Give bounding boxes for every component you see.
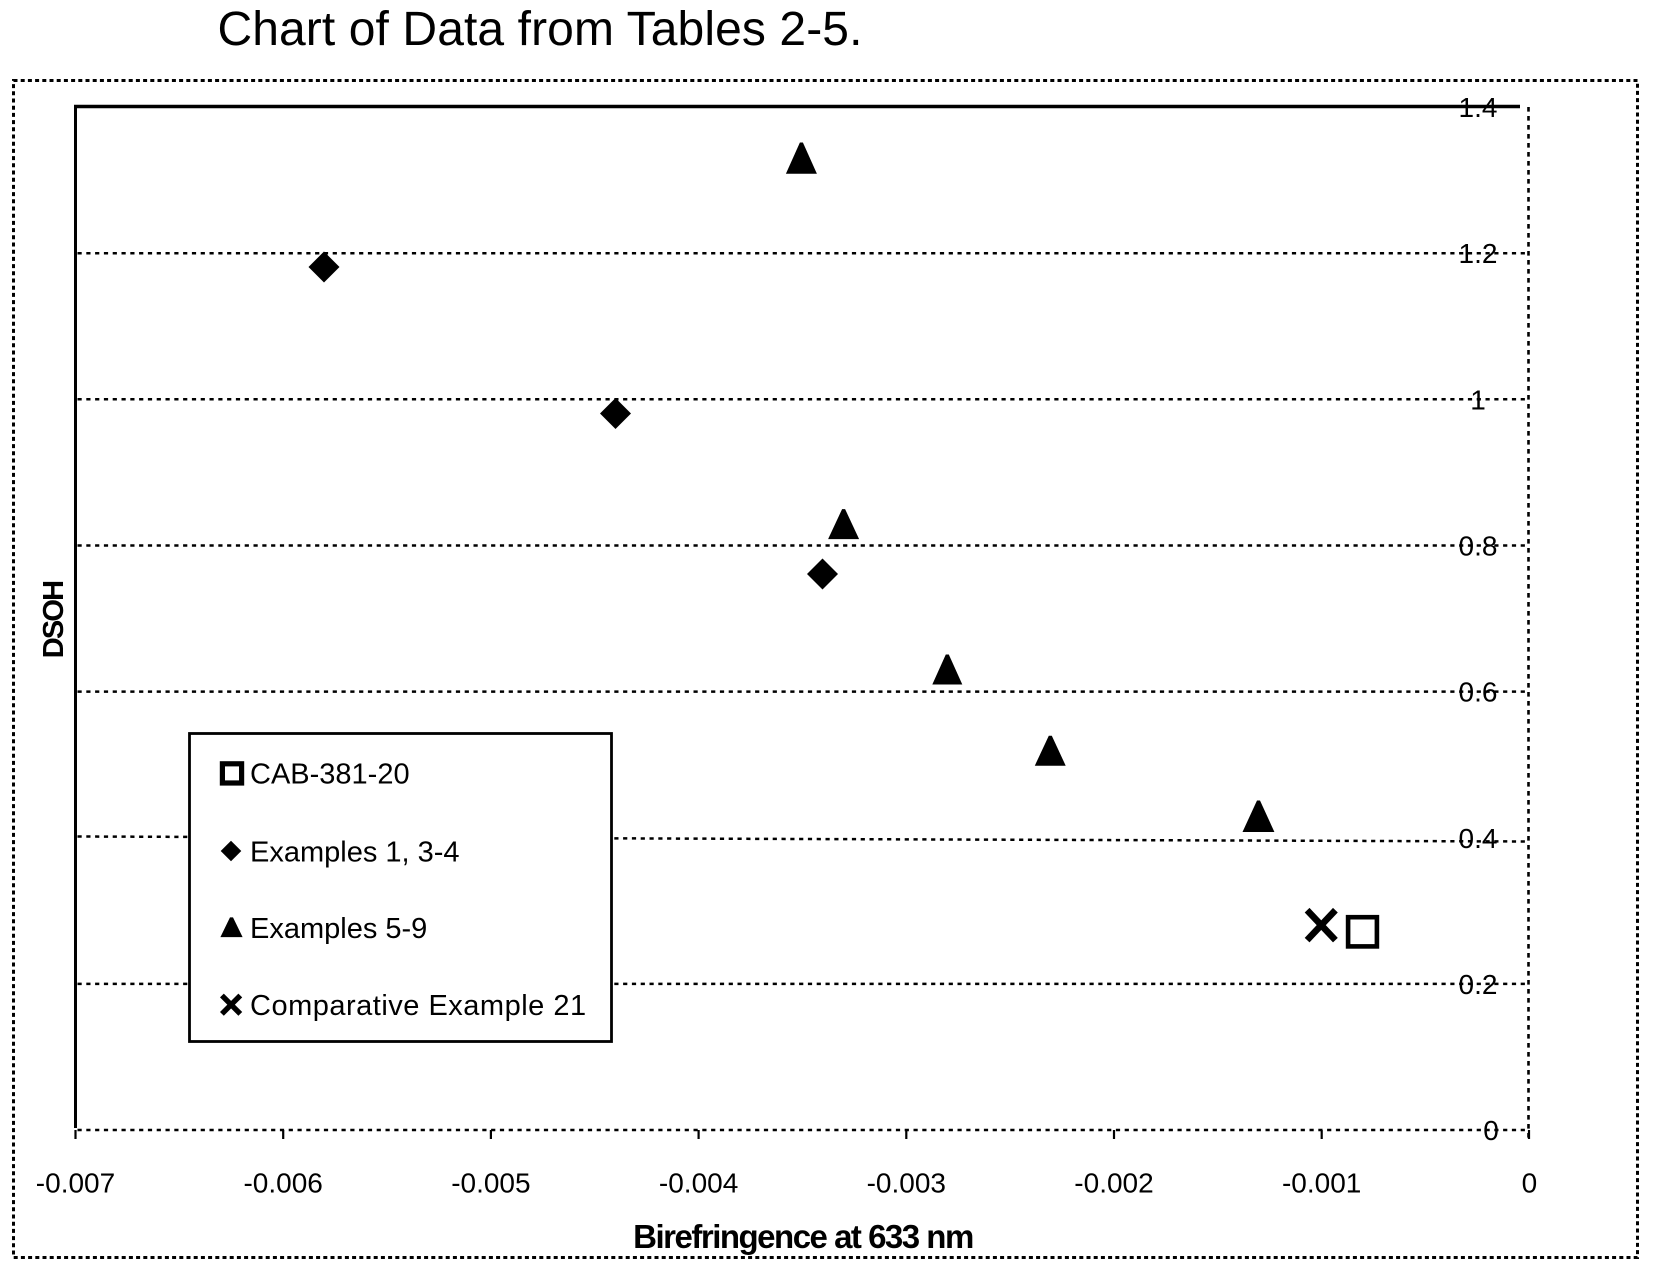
svg-text:DSOH: DSOH: [38, 582, 70, 659]
svg-text:0: 0: [1522, 1168, 1538, 1199]
svg-text:0.6: 0.6: [1459, 677, 1498, 708]
svg-text:Birefringence at 633 nm: Birefringence at 633 nm: [633, 1218, 973, 1255]
svg-text:-0.002: -0.002: [1074, 1168, 1153, 1199]
svg-text:Chart of Data from Tables 2-5.: Chart of Data from Tables 2-5.: [217, 3, 862, 56]
svg-text:0: 0: [1483, 1115, 1499, 1146]
svg-text:0.2: 0.2: [1459, 969, 1498, 1000]
svg-text:-0.003: -0.003: [867, 1168, 946, 1199]
svg-text:Examples 5-9: Examples 5-9: [250, 913, 427, 945]
svg-text:CAB-381-20: CAB-381-20: [250, 759, 410, 791]
svg-text:Comparative Example 21: Comparative Example 21: [250, 990, 587, 1022]
svg-text:-0.005: -0.005: [451, 1168, 530, 1199]
svg-text:-0.007: -0.007: [36, 1168, 115, 1199]
svg-text:0.4: 0.4: [1459, 823, 1498, 854]
svg-text:1.4: 1.4: [1459, 92, 1498, 123]
svg-text:-0.001: -0.001: [1282, 1168, 1361, 1199]
svg-text:-0.006: -0.006: [243, 1168, 322, 1199]
svg-text:1.2: 1.2: [1459, 238, 1498, 269]
svg-text:-0.004: -0.004: [659, 1168, 738, 1199]
svg-text:1: 1: [1470, 384, 1486, 415]
svg-text:Examples 1, 3-4: Examples 1, 3-4: [250, 836, 460, 868]
svg-text:0.8: 0.8: [1459, 531, 1498, 562]
